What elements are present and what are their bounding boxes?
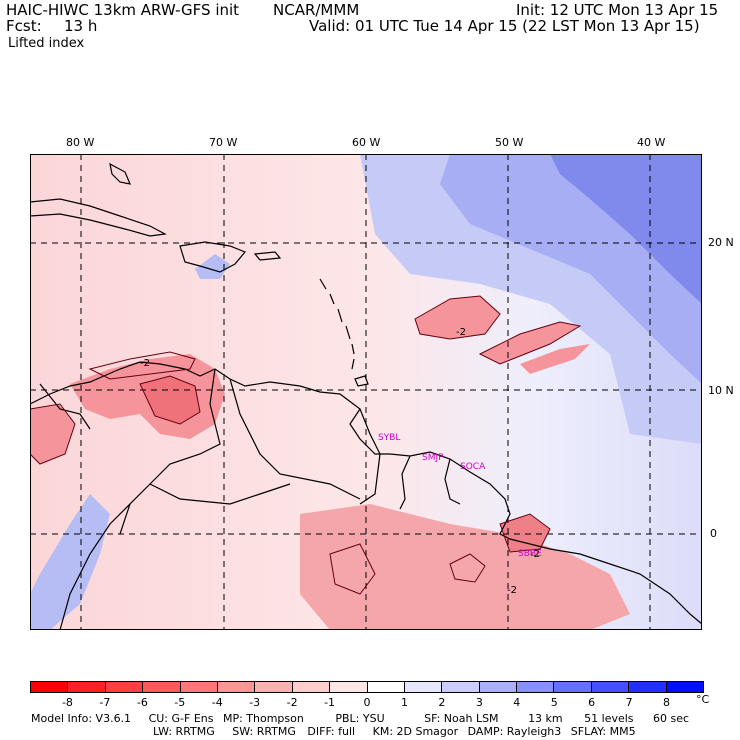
contours-minus2 — [30, 295, 582, 595]
colorbar-swatch — [367, 682, 405, 692]
lon-label-40w: 40 W — [637, 136, 666, 149]
contour-label: -2 — [507, 585, 517, 596]
unstable-streak-2 — [520, 344, 590, 374]
colorbar-swatch — [31, 682, 69, 692]
info-sf: SF: Noah LSM — [424, 712, 499, 725]
contour-label: -2 — [530, 549, 540, 560]
stable-region-ne-strong — [550, 154, 702, 304]
info-timestep: 60 sec — [653, 712, 690, 725]
colorbar-swatch — [479, 682, 518, 692]
colorbar-swatch — [105, 682, 144, 692]
station-label: SBBE — [518, 549, 542, 559]
fcst-label: Fcst: — [6, 17, 42, 35]
colorbar-tick-label: 0 — [363, 696, 371, 709]
station-label: SMJP — [422, 453, 444, 463]
station-label: SOCA — [460, 462, 486, 472]
lifted-index-map: -2 -2 -2 -2 SYBL SMJP SOCA SBBE — [30, 154, 702, 630]
init-time: Init: 12 UTC Mon 13 Apr 15 — [516, 1, 719, 19]
colorbar-tick-label: -1 — [324, 696, 336, 709]
colorbar — [30, 681, 704, 693]
lat-lon-grid — [30, 154, 702, 630]
info-km: KM: 2D Smagor — [372, 725, 459, 738]
model-info-line-1: Model Info: V3.6.1 CU: G-F Ens MP: Thomp… — [31, 712, 689, 725]
colorbar-tick-label: -8 — [61, 696, 73, 709]
info-mp: MP: Thompson — [222, 712, 304, 725]
lat-label-20n: 20 N — [708, 236, 734, 249]
contour-label: -2 — [140, 358, 150, 369]
coastlines — [30, 162, 702, 630]
unstable-region-amazon-core — [500, 514, 550, 552]
info-levels: 51 levels — [584, 712, 634, 725]
org-label: NCAR/MMM — [273, 1, 360, 19]
lon-label-50w: 50 W — [495, 136, 524, 149]
station-label: SYBL — [378, 433, 400, 443]
info-res: 13 km — [528, 712, 563, 725]
lon-label-70w: 70 W — [209, 136, 238, 149]
colorbar-swatch — [591, 682, 630, 692]
colorbar-swatch — [666, 682, 704, 692]
lon-label-80w: 80 W — [66, 136, 95, 149]
colorbar-swatch — [442, 682, 480, 692]
info-damp: DAMP: Rayleigh3 — [467, 725, 562, 738]
unstable-region-atlantic — [415, 296, 500, 339]
map-frame — [30, 154, 702, 630]
colorbar-swatch — [68, 682, 106, 692]
info-sw: SW: RRTMG — [232, 725, 296, 738]
colorbar-tick-label: 7 — [625, 696, 633, 709]
unstable-region-west — [30, 404, 75, 464]
colorbar-tick-label: -6 — [136, 696, 148, 709]
colorbar-swatch — [517, 682, 555, 692]
contour-label: -2 — [456, 327, 466, 338]
fcst-value: 13 h — [64, 17, 98, 35]
colorbar-unit: °C — [696, 693, 710, 706]
unstable-region-coast — [330, 544, 375, 594]
model-title: HAIC-HIWC 13km ARW-GFS init — [6, 1, 240, 19]
info-diff: DIFF: full — [307, 725, 356, 738]
colorbar-swatch — [554, 682, 592, 692]
colorbar-swatch — [292, 682, 331, 692]
unstable-region-venezuela-core — [140, 376, 200, 424]
colorbar-swatch — [404, 682, 443, 692]
colorbar-swatch — [217, 682, 256, 692]
info-pbl: PBL: YSU — [335, 712, 385, 725]
model-info-line-2: LW: RRTMG SW: RRTMG DIFF: full KM: 2D Sm… — [153, 725, 636, 738]
colorbar-swatch — [143, 682, 181, 692]
colorbar-tick-label: 1 — [400, 696, 408, 709]
lon-label-60w: 60 W — [352, 136, 381, 149]
colorbar-tick-label: -4 — [211, 696, 223, 709]
info-cu: CU: G-F Ens — [148, 712, 214, 725]
lat-label-10n: 10 N — [708, 384, 734, 397]
colorbar-swatch — [629, 682, 667, 692]
info-version: Model Info: V3.6.1 — [31, 712, 132, 725]
colorbar-swatch — [180, 682, 218, 692]
colorbar-tick-label: 6 — [588, 696, 596, 709]
colorbar-swatch — [255, 682, 293, 692]
field-name: Lifted index — [8, 36, 85, 51]
colorbar-tick-label: 5 — [550, 696, 558, 709]
lat-label-0: 0 — [710, 527, 717, 540]
stable-region-sw — [30, 494, 110, 630]
info-sflay: SFLAY: MM5 — [570, 725, 636, 738]
colorbar-tick-label: -7 — [99, 696, 111, 709]
colorbar-tick-label: 2 — [438, 696, 446, 709]
unstable-region-amazon — [300, 504, 630, 630]
colorbar-tick-label: 3 — [475, 696, 483, 709]
colorbar-tick-label: 8 — [663, 696, 671, 709]
colorbar-tick-label: -2 — [286, 696, 298, 709]
colorbar-tick-label: 4 — [513, 696, 521, 709]
colorbar-tick-label: -5 — [174, 696, 186, 709]
info-lw: LW: RRTMG — [153, 725, 215, 738]
valid-time: Valid: 01 UTC Tue 14 Apr 15 (22 LST Mon … — [309, 17, 700, 35]
colorbar-tick-label: -3 — [249, 696, 261, 709]
unstable-streak-1 — [480, 322, 580, 364]
stable-region-gulf — [195, 254, 230, 279]
colorbar-swatch — [330, 682, 368, 692]
